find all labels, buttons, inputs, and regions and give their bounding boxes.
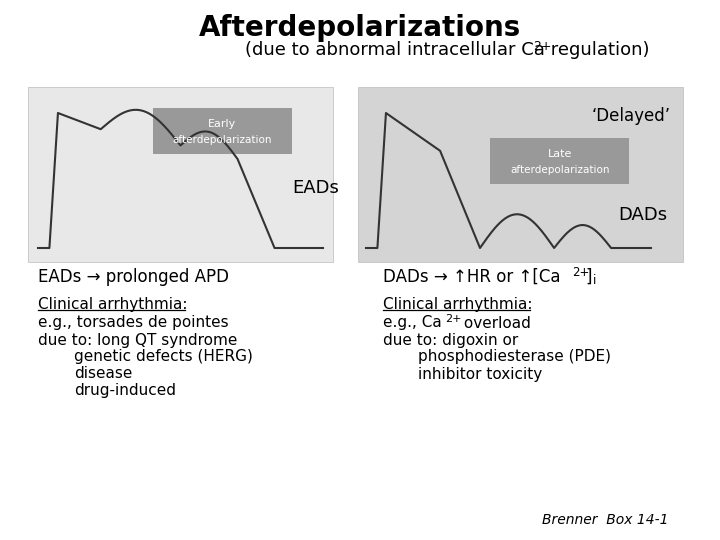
FancyBboxPatch shape bbox=[358, 87, 683, 262]
Text: drug-induced: drug-induced bbox=[74, 383, 176, 399]
Text: Early: Early bbox=[208, 119, 236, 129]
Text: due to: digoxin or: due to: digoxin or bbox=[383, 333, 518, 348]
Text: phosphodiesterase (PDE): phosphodiesterase (PDE) bbox=[418, 349, 611, 364]
Text: Brenner  Box 14-1: Brenner Box 14-1 bbox=[541, 513, 668, 527]
Text: afterdepolarization: afterdepolarization bbox=[510, 165, 610, 175]
Text: (due to abnormal intracellular Ca: (due to abnormal intracellular Ca bbox=[245, 41, 545, 59]
Text: 2+: 2+ bbox=[572, 267, 590, 280]
Text: genetic defects (HERG): genetic defects (HERG) bbox=[74, 349, 253, 364]
Text: EADs: EADs bbox=[292, 179, 339, 197]
Text: inhibitor toxicity: inhibitor toxicity bbox=[418, 367, 542, 381]
FancyBboxPatch shape bbox=[490, 138, 629, 184]
Text: afterdepolarization: afterdepolarization bbox=[172, 135, 271, 145]
Text: Clinical arrhythmia:: Clinical arrhythmia: bbox=[38, 296, 187, 312]
Text: overload: overload bbox=[459, 315, 531, 330]
Text: Late: Late bbox=[548, 149, 572, 159]
Text: ]: ] bbox=[585, 268, 592, 286]
Text: due to: long QT syndrome: due to: long QT syndrome bbox=[38, 333, 238, 348]
Text: Afterdepolarizations: Afterdepolarizations bbox=[199, 14, 521, 42]
Text: regulation): regulation) bbox=[545, 41, 649, 59]
Text: e.g., Ca: e.g., Ca bbox=[383, 315, 442, 330]
Text: i: i bbox=[593, 274, 596, 287]
FancyBboxPatch shape bbox=[28, 87, 333, 262]
Text: Clinical arrhythmia:: Clinical arrhythmia: bbox=[383, 296, 533, 312]
Text: DADs: DADs bbox=[618, 206, 667, 224]
Text: 2+: 2+ bbox=[533, 39, 552, 52]
FancyBboxPatch shape bbox=[153, 108, 292, 154]
Text: EADs → prolonged APD: EADs → prolonged APD bbox=[38, 268, 229, 286]
Text: ‘Delayed’: ‘Delayed’ bbox=[592, 107, 671, 125]
Text: DADs → ↑HR or ↑[Ca: DADs → ↑HR or ↑[Ca bbox=[383, 268, 560, 286]
Text: e.g., torsades de pointes: e.g., torsades de pointes bbox=[38, 315, 229, 330]
Text: 2+: 2+ bbox=[445, 314, 462, 324]
Text: disease: disease bbox=[74, 367, 132, 381]
